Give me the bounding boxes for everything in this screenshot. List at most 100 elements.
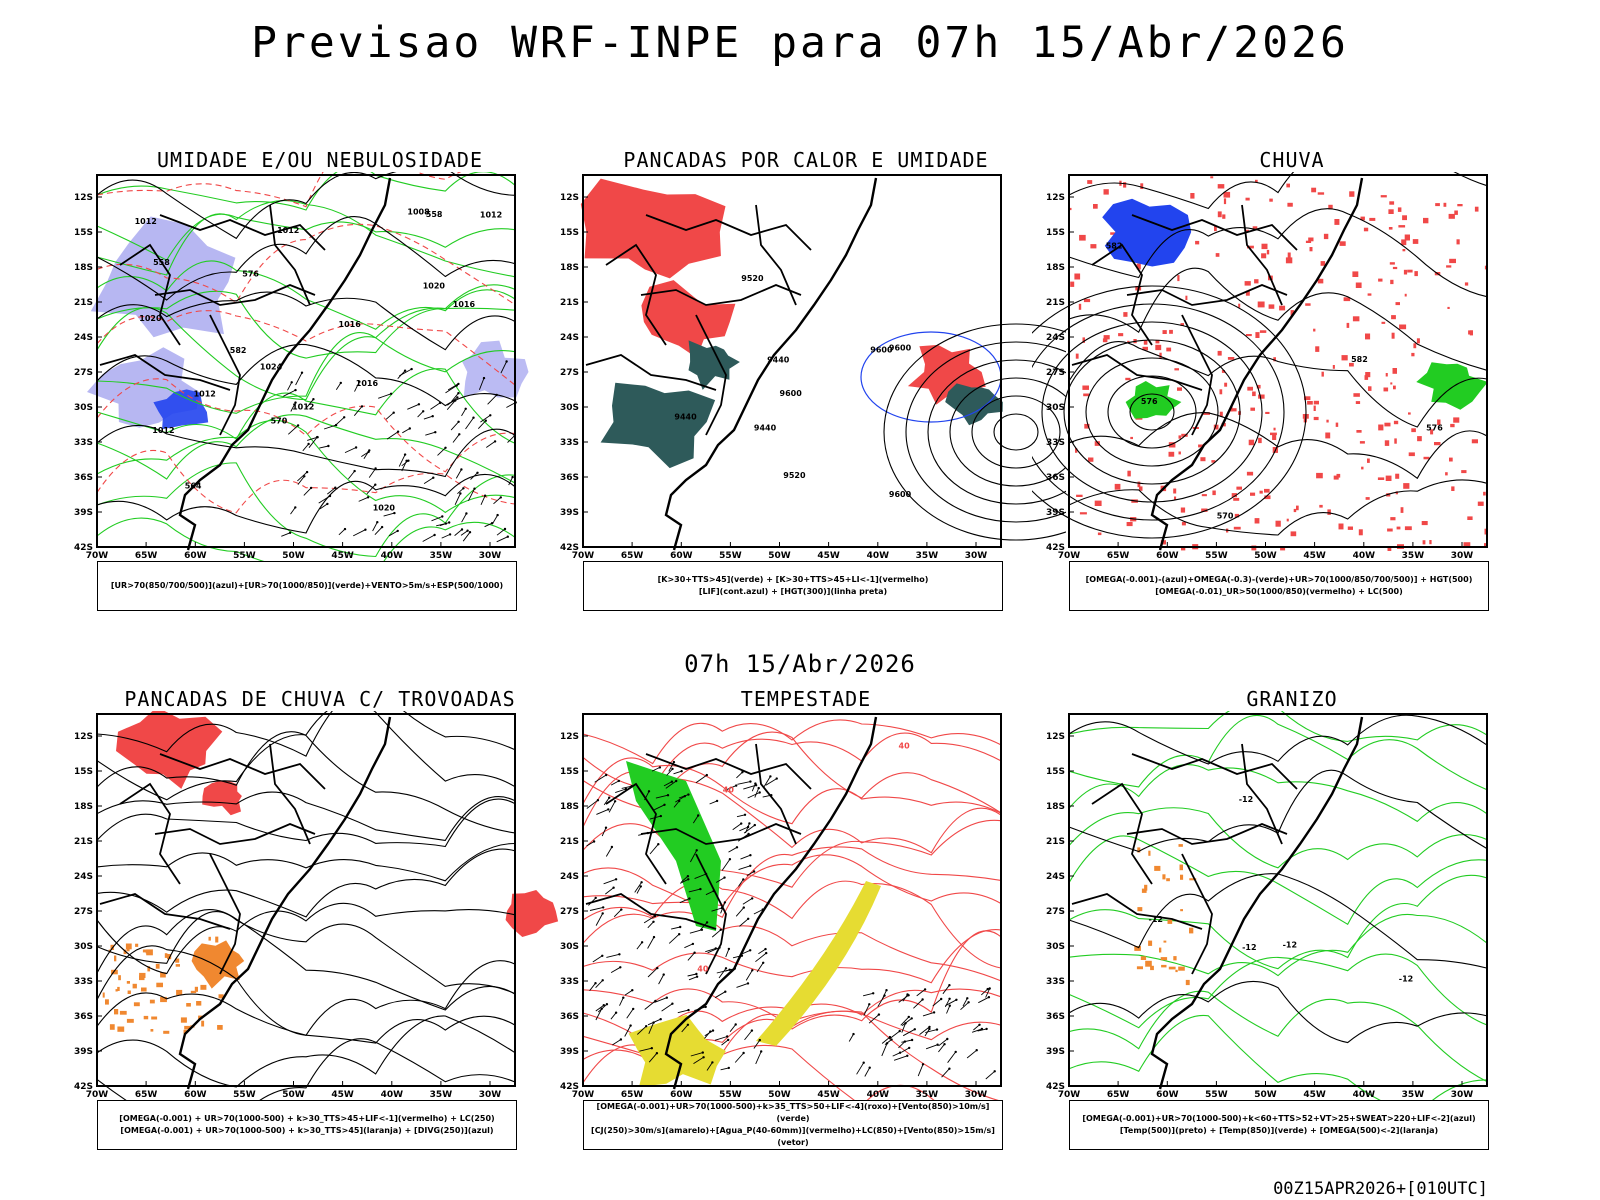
vector-head <box>456 396 459 399</box>
vector-head <box>757 786 760 790</box>
lat-tick-label: 18S <box>560 263 579 273</box>
vector-head <box>852 1032 855 1036</box>
lon-tick-label: 65W <box>135 551 158 561</box>
patch <box>1321 371 1324 377</box>
wind-vector <box>287 425 299 435</box>
wind-vector <box>945 999 957 1007</box>
patch <box>1123 182 1127 188</box>
contour-label: 9600 <box>780 389 803 398</box>
vector-head <box>294 388 297 392</box>
lon-tick-label: 70W <box>1058 551 1081 561</box>
lon-tick-label: 50W <box>768 551 791 561</box>
wind-vector <box>399 368 412 377</box>
wind-vector <box>938 1043 945 1053</box>
patch <box>1233 526 1241 530</box>
wind-vector <box>971 1028 983 1033</box>
legend-line: [OMEGA(-0.001) + UR>70(1000-500) + k>30_… <box>119 1114 495 1123</box>
patch <box>1223 191 1231 198</box>
wind-vector <box>281 532 291 537</box>
wind-vector <box>477 420 487 430</box>
contour-label: 1008 <box>407 208 430 217</box>
omega-strong-area <box>1416 362 1488 410</box>
country-border <box>605 782 667 885</box>
patch <box>1211 460 1216 463</box>
wind-vector <box>728 846 738 853</box>
contour-line <box>96 310 516 386</box>
patch <box>1103 189 1109 195</box>
patch <box>1179 864 1183 871</box>
patch <box>1387 528 1393 532</box>
wind-vector <box>901 1039 913 1043</box>
wind-vector <box>973 1024 980 1031</box>
patch <box>1349 362 1354 367</box>
wind-vector <box>919 1026 930 1035</box>
wind-vector <box>352 529 366 537</box>
wind-vector <box>445 385 458 394</box>
wind-vector <box>603 878 617 885</box>
vector-head <box>898 1029 901 1033</box>
wind-vector <box>619 997 624 1006</box>
patch <box>1234 513 1240 518</box>
wind-vector <box>756 962 764 973</box>
wind-vector <box>755 952 767 963</box>
patch <box>1448 213 1455 219</box>
contour-ring <box>1032 303 1285 521</box>
contour-line <box>1068 711 1488 742</box>
wind-vector <box>913 999 923 1009</box>
country-border <box>1071 354 1203 391</box>
patch <box>115 989 118 992</box>
vector-head <box>741 771 744 774</box>
lon-tick-label: 65W <box>1107 1090 1130 1100</box>
country-border <box>1181 853 1213 975</box>
legend-line: [Temp(500)](preto) + [Temp(850)](verde) … <box>1119 1126 1439 1135</box>
lon-tick-label: 45W <box>331 1090 354 1100</box>
vector-head <box>472 416 475 419</box>
vector-head <box>594 982 597 985</box>
vector-head <box>631 989 634 992</box>
contour-label: -12 <box>1149 915 1163 924</box>
country-border <box>159 753 326 790</box>
patch <box>1180 507 1186 513</box>
vector-head <box>697 814 700 817</box>
lat-tick-label: 36S <box>1046 1012 1065 1022</box>
vector-head <box>396 430 400 433</box>
patch <box>1385 475 1392 481</box>
vector-head <box>441 515 444 518</box>
vector-head <box>619 966 622 969</box>
lon-tick-label: 35W <box>916 1090 939 1100</box>
lon-tick-label: 70W <box>572 1090 595 1100</box>
wind-vector <box>612 1039 622 1046</box>
panel-trovoadas: PANCADAS DE CHUVA C/ TROVOADAS 12S 15S 18S… <box>60 687 580 1177</box>
wind-vector <box>944 998 950 1008</box>
wind-vector <box>734 1052 744 1063</box>
patch <box>1127 470 1131 477</box>
country-border <box>755 204 797 306</box>
wind-vector <box>946 1005 951 1014</box>
vector-head <box>686 1023 690 1026</box>
patch <box>1070 281 1075 287</box>
patch <box>1130 436 1133 440</box>
patch <box>1453 417 1460 423</box>
country-border <box>99 893 231 930</box>
jet-core <box>756 881 881 1046</box>
vector-head <box>715 799 719 803</box>
patch <box>1388 227 1393 230</box>
patch <box>1335 422 1339 427</box>
patch <box>1167 919 1173 924</box>
patch <box>141 987 147 992</box>
lon-tick-label: 40W <box>381 551 404 561</box>
patch <box>1140 183 1144 189</box>
wind-vector <box>335 382 342 391</box>
patch <box>118 975 121 981</box>
instability-area <box>580 178 726 279</box>
vector-head <box>727 947 731 951</box>
patch <box>1069 207 1072 211</box>
legend-pancadas-calor: [K>30+TTS>45](verde) + [K>30+TTS>45+LI<-… <box>583 561 1003 611</box>
contour-line <box>1068 764 1488 823</box>
wind-vector <box>621 785 632 789</box>
patch <box>1422 540 1426 545</box>
contour-line <box>582 880 1002 969</box>
vector-head <box>728 858 732 861</box>
wind-vector <box>902 1028 916 1037</box>
